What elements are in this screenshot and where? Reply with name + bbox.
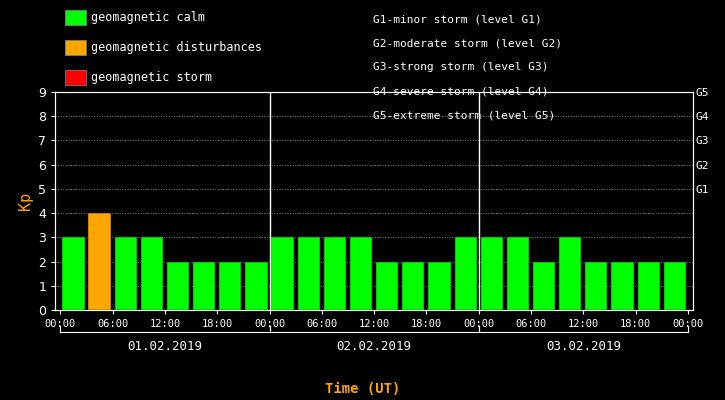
- Bar: [62, 237, 85, 310]
- Bar: [324, 237, 346, 310]
- Text: G5-extreme storm (level G5): G5-extreme storm (level G5): [373, 110, 555, 120]
- Bar: [350, 237, 372, 310]
- Bar: [271, 237, 294, 310]
- Bar: [559, 237, 581, 310]
- Bar: [376, 262, 398, 310]
- Bar: [115, 237, 137, 310]
- Bar: [245, 262, 268, 310]
- Bar: [298, 237, 320, 310]
- Text: G3-strong storm (level G3): G3-strong storm (level G3): [373, 62, 549, 72]
- Text: geomagnetic disturbances: geomagnetic disturbances: [91, 41, 262, 54]
- Text: geomagnetic storm: geomagnetic storm: [91, 71, 212, 84]
- Bar: [455, 237, 477, 310]
- Text: G1-minor storm (level G1): G1-minor storm (level G1): [373, 14, 542, 24]
- Text: 03.02.2019: 03.02.2019: [546, 340, 621, 353]
- Bar: [481, 237, 503, 310]
- Text: G4-severe storm (level G4): G4-severe storm (level G4): [373, 86, 549, 96]
- Text: Time (UT): Time (UT): [325, 382, 400, 396]
- Bar: [167, 262, 189, 310]
- Text: G2-moderate storm (level G2): G2-moderate storm (level G2): [373, 38, 563, 48]
- Bar: [507, 237, 529, 310]
- Text: geomagnetic calm: geomagnetic calm: [91, 11, 205, 24]
- Bar: [193, 262, 215, 310]
- Bar: [611, 262, 634, 310]
- Bar: [219, 262, 241, 310]
- Text: 01.02.2019: 01.02.2019: [128, 340, 202, 353]
- Text: 02.02.2019: 02.02.2019: [336, 340, 412, 353]
- Bar: [88, 213, 111, 310]
- Bar: [141, 237, 163, 310]
- Bar: [402, 262, 424, 310]
- Bar: [585, 262, 608, 310]
- Bar: [533, 262, 555, 310]
- Bar: [428, 262, 450, 310]
- Bar: [637, 262, 660, 310]
- Y-axis label: Kp: Kp: [17, 192, 33, 210]
- Bar: [663, 262, 686, 310]
